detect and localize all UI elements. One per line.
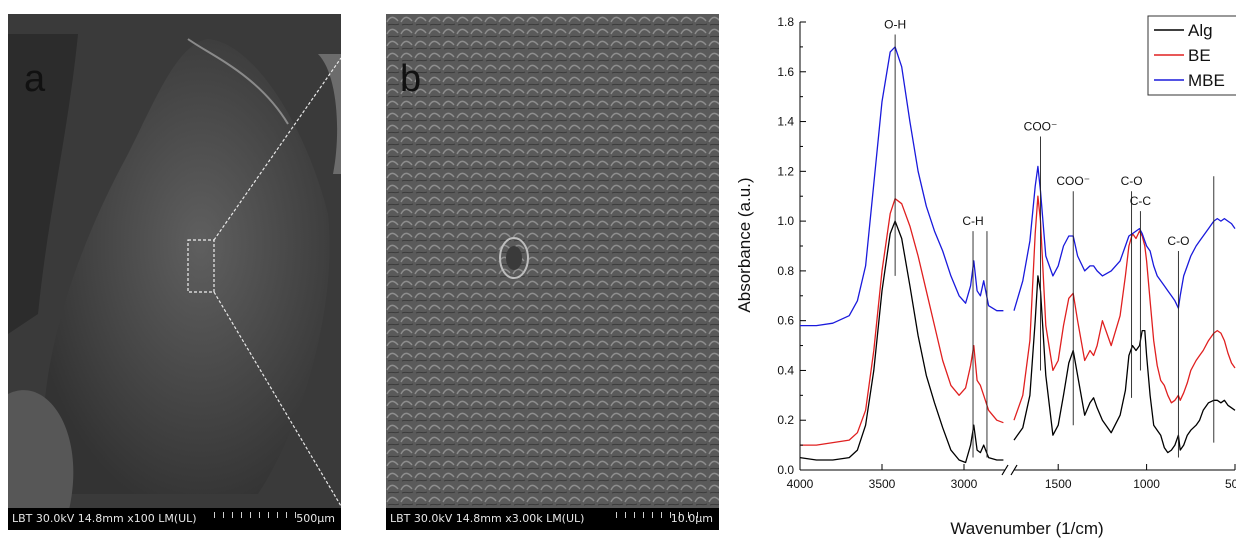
series-line-be-segment-2 — [1013, 195, 1236, 421]
axis-ticks: 0.0 0.2 0.4 0.6 0.8 1.0 1.2 1.4 1.6 1.8 4000 3500 30… — [777, 15, 1236, 491]
peak-label: COO⁻ — [1056, 174, 1090, 188]
x-tick-label: 500 — [1225, 477, 1236, 491]
y-tick-label: 0.6 — [777, 314, 794, 328]
x-tick-label: 3000 — [951, 477, 978, 491]
sem-scale-text-b: 10.0μm — [670, 512, 713, 525]
y-tick-label: 0.8 — [777, 264, 794, 278]
peak-label: C-O — [1121, 174, 1143, 188]
peak-annotations: O-H C-H COO⁻ COO⁻ C-O C-C C-O — [884, 17, 1215, 458]
peak-label: COO⁻ — [1024, 119, 1058, 133]
x-tick-label: 1500 — [1045, 477, 1072, 491]
plot-area — [799, 22, 1236, 476]
x-tick-label: 1000 — [1133, 477, 1160, 491]
sem-image-panel-a: a LBT 30.0kV 14.8mm x100 LM(UL) 500μm — [8, 14, 341, 530]
series-line-mbe-segment-1 — [800, 46, 1004, 327]
sem-info-bar-a: LBT 30.0kV 14.8mm x100 LM(UL) 500μm — [8, 508, 341, 530]
sem-info-text-a: LBT 30.0kV 14.8mm x100 LM(UL) — [12, 512, 197, 525]
panel-label-a: a — [24, 58, 46, 100]
sem-info-text-b: LBT 30.0kV 14.8mm x3.00k LM(UL) — [390, 512, 585, 525]
legend-label-be: BE — [1188, 46, 1211, 65]
peak-label: C-C — [1130, 194, 1152, 208]
sem-scale-text-a: 500μm — [296, 512, 335, 525]
y-tick-label: 1.4 — [777, 115, 794, 129]
series-line-be-segment-1 — [800, 198, 1004, 446]
peak-label: C-O — [1167, 234, 1189, 248]
y-tick-label: 1.2 — [777, 164, 794, 178]
sem-scale-ticks-a — [214, 512, 304, 518]
sem-info-bar-b: LBT 30.0kV 14.8mm x3.00k LM(UL) 10.0μm — [386, 508, 719, 530]
series-line-alg-segment-2 — [1013, 275, 1236, 454]
series-line-mbe-segment-2 — [1013, 165, 1236, 311]
sem-micrograph-a — [8, 14, 341, 530]
legend: Alg BE MBE — [1147, 15, 1236, 96]
sem-scale-ticks-b — [616, 512, 706, 518]
y-tick-label: 0.4 — [777, 363, 794, 377]
y-tick-label: 0.0 — [777, 463, 794, 477]
y-tick-label: 1.0 — [777, 214, 794, 228]
x-axis-label: Wavenumber (1/cm) — [950, 519, 1103, 538]
legend-label-alg: Alg — [1188, 21, 1213, 40]
y-tick-label: 1.8 — [777, 15, 794, 29]
ftir-spectrum-chart: 0.0 0.2 0.4 0.6 0.8 1.0 1.2 1.4 1.6 1.8 4000 3500 30… — [735, 15, 1236, 538]
panel-label-b: b — [400, 58, 422, 100]
axis-break-mark-right — [1010, 464, 1018, 476]
legend-label-mbe: MBE — [1188, 71, 1225, 90]
y-axis-label: Absorbance (a.u.) — [735, 177, 754, 312]
axis-break-mark-left — [1001, 464, 1009, 476]
sem-image-panel-b: b LBT 30.0kV 14.8mm x3.00k LM(UL) 10.0μm — [386, 14, 719, 530]
x-tick-label: 4000 — [787, 477, 814, 491]
peak-label: O-H — [884, 17, 906, 31]
x-tick-label: 3500 — [869, 477, 896, 491]
y-tick-label: 1.6 — [777, 65, 794, 79]
y-tick-label: 0.2 — [777, 413, 794, 427]
sem-micrograph-b — [386, 14, 719, 530]
series-line-alg-segment-1 — [799, 220, 1004, 464]
peak-label: C-H — [962, 214, 983, 228]
